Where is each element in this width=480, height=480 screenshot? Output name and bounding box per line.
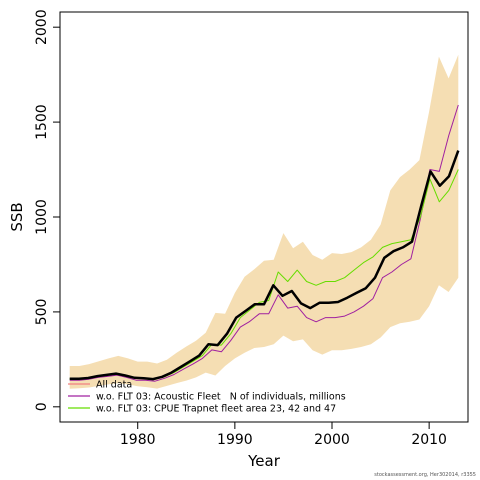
y-tick-label: 2000: [34, 9, 50, 45]
x-axis-label: Year: [247, 452, 281, 470]
legend-label-1: w.o. FLT 03: Acoustic Fleet N of individ…: [96, 392, 346, 403]
credit-text: stockassessment.org, Her302014, r3355: [374, 472, 476, 478]
x-tick-label: 2010: [411, 432, 447, 448]
y-tick-label: 0: [34, 402, 50, 411]
y-tick-label: 1500: [34, 104, 50, 140]
series-lines-layer: [69, 104, 460, 382]
y-tick-label: 500: [34, 299, 50, 326]
x-tick-label: 2000: [314, 432, 350, 448]
series-line-1: [69, 104, 459, 382]
axes-layer: 1980 1990 2000 2010 0 500 1000 1500 2000: [34, 9, 447, 448]
confidence-band-layer: [69, 54, 459, 389]
legend-label-0: All data: [96, 380, 132, 391]
legend-label-2: w.o. FLT 03: CPUE Trapnet fleet area 23,…: [96, 404, 336, 415]
x-tick-label: 1990: [217, 432, 253, 448]
confidence-band: [69, 54, 459, 389]
y-tick-label: 1000: [34, 199, 50, 235]
series-line-0: [69, 150, 460, 381]
x-tick-label: 1980: [120, 432, 156, 448]
y-axis-label: SSB: [8, 202, 26, 231]
